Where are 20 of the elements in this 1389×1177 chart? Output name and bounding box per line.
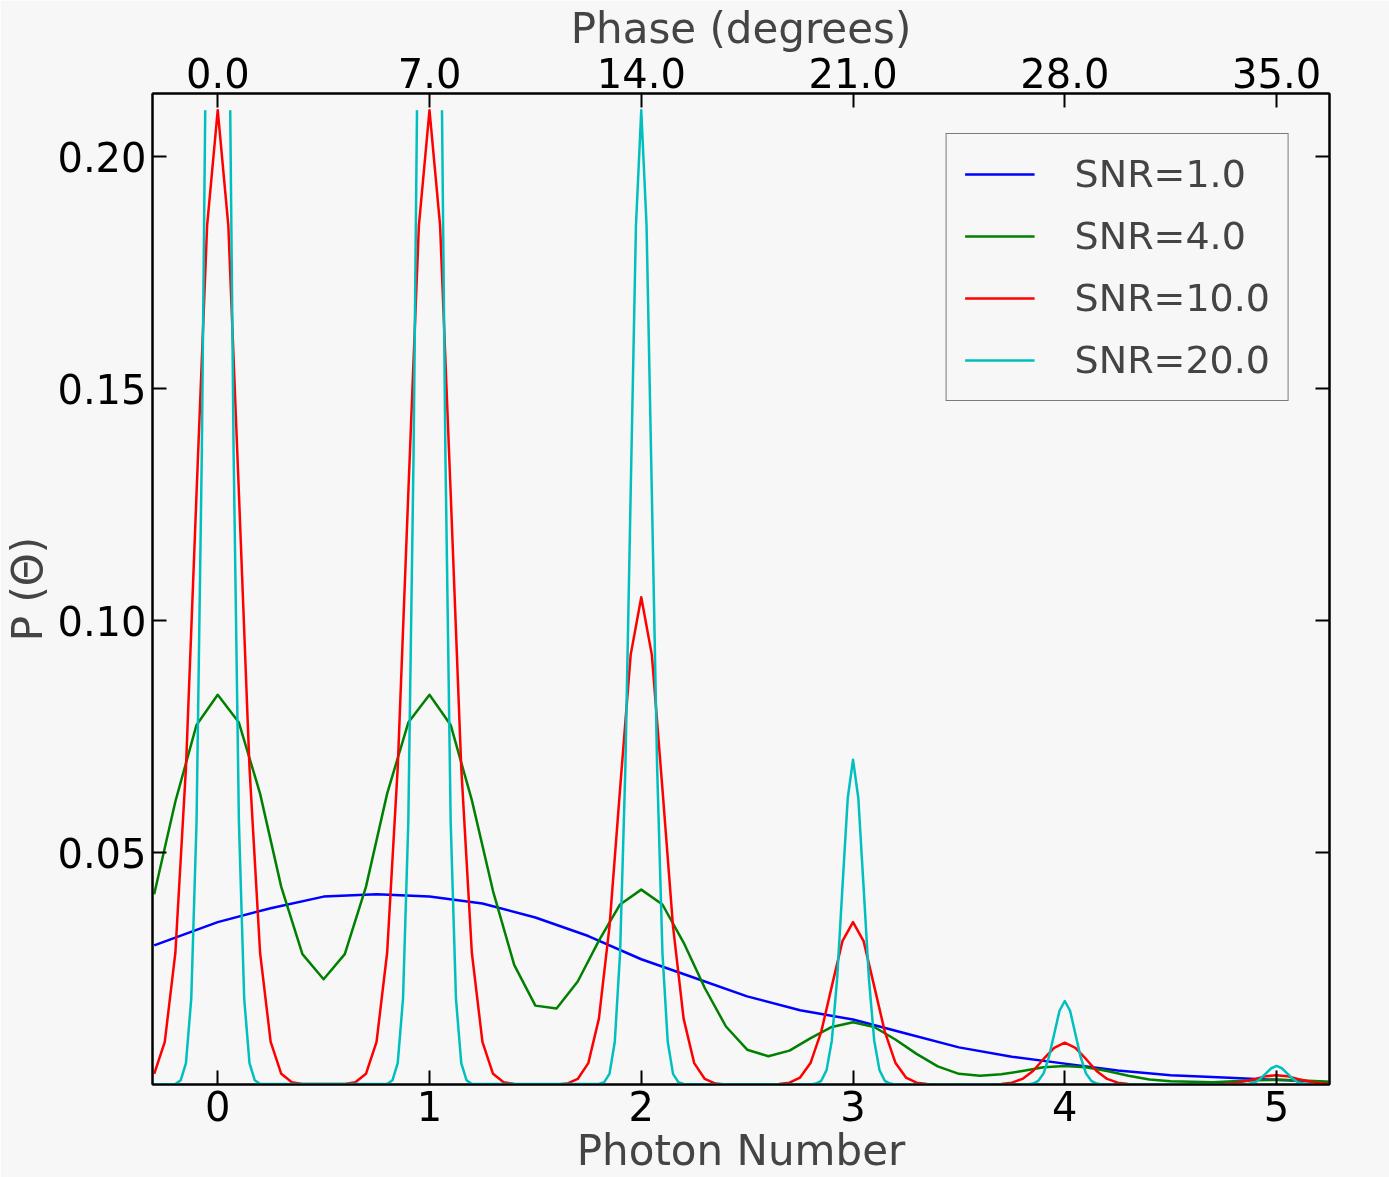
x2-tick-label: 7.0	[397, 50, 462, 97]
x2-tick-label: 35.0	[1232, 50, 1322, 97]
x-tick-label: 4	[1052, 1083, 1078, 1130]
x2-tick-label: 14.0	[596, 50, 686, 97]
y-tick-label: 0.05	[57, 830, 147, 877]
x-tick-label: 0	[205, 1083, 231, 1130]
y-tick-label: 0.20	[57, 134, 147, 181]
legend-label: SNR=20.0	[1074, 338, 1270, 382]
y-tick-label: 0.15	[57, 366, 147, 413]
y-tick-label: 0.10	[57, 598, 147, 645]
x2-axis-title: Phase (degrees)	[570, 3, 912, 53]
x2-tick-label: 21.0	[808, 50, 898, 97]
legend-label: SNR=1.0	[1074, 152, 1246, 196]
x2-tick-label: 0.0	[186, 50, 250, 97]
y-axis-title: P (Θ)	[3, 536, 53, 642]
x-tick-label: 5	[1263, 1083, 1290, 1130]
x-tick-label: 1	[416, 1083, 443, 1130]
x2-tick-label: 28.0	[1020, 50, 1110, 97]
legend-label: SNR=4.0	[1074, 214, 1246, 258]
legend-label: SNR=10.0	[1074, 276, 1270, 320]
